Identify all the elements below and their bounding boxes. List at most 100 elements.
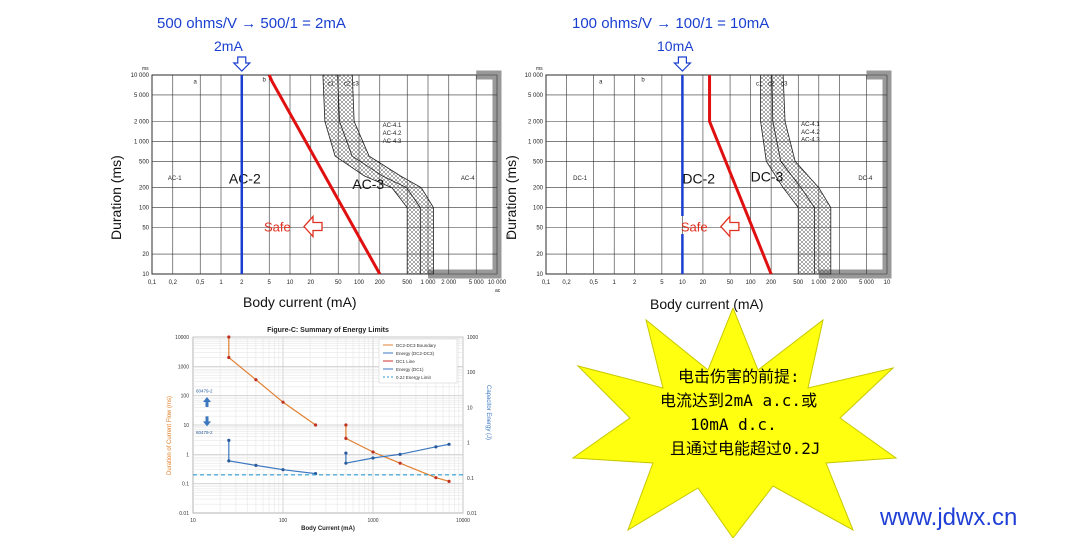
x-tick-label: 50 bbox=[727, 280, 734, 286]
x-tick-label: 0,5 bbox=[196, 280, 205, 286]
energy-point bbox=[227, 335, 231, 339]
y-tick-label: 10 000 bbox=[131, 73, 150, 79]
x-tick-label: 0,1 bbox=[148, 280, 157, 286]
y-tick-label: 20 bbox=[142, 252, 149, 258]
y-tick-label: 5 000 bbox=[528, 93, 544, 99]
x-tick-label: 5 000 bbox=[469, 280, 485, 286]
x-tick-label: 500 bbox=[793, 280, 804, 286]
x-tick-label: 5 bbox=[268, 280, 272, 286]
side-label: 60479-2 bbox=[196, 430, 213, 435]
x-tick-label: 200 bbox=[766, 280, 777, 286]
energy-y2-tick: 1000 bbox=[467, 335, 478, 341]
zone-label: AC-1 bbox=[168, 176, 182, 182]
x-tick-label: 20 bbox=[700, 280, 707, 286]
zone-letter: a bbox=[194, 79, 198, 85]
energy-y-tick: 0.1 bbox=[182, 482, 189, 488]
x-tick-label: 1 bbox=[613, 280, 617, 286]
x-tick-label: 20 bbox=[307, 280, 314, 286]
energy-point bbox=[344, 461, 348, 465]
energy-ylabel-left: Duration of Current Flow (ms) bbox=[167, 396, 173, 475]
zone-letter: b bbox=[641, 77, 645, 83]
zone-letter: c1 bbox=[328, 81, 335, 87]
dc-header: 100 ohms/V → 100/1 = 10mA bbox=[572, 15, 770, 32]
energy-x-tick: 10 bbox=[190, 518, 196, 524]
callout-line-1: 电击伤害的前提: bbox=[678, 367, 800, 386]
energy-point bbox=[227, 355, 231, 360]
x-tick-label: 200 bbox=[375, 280, 386, 286]
energy-y-tick: 0.01 bbox=[179, 511, 189, 517]
energy-point bbox=[344, 423, 348, 427]
dc-x-axis-label: Body current (mA) bbox=[650, 296, 764, 312]
y-tick-label: 2 000 bbox=[134, 119, 150, 125]
y-tick-label: 1 000 bbox=[134, 139, 150, 145]
x-tick-label: 500 bbox=[402, 280, 413, 286]
energy-y-tick: 10000 bbox=[175, 335, 189, 341]
c2-curve bbox=[771, 74, 815, 274]
energy-point bbox=[344, 436, 348, 440]
zone-letter: a bbox=[599, 79, 603, 85]
watermark: www.jdwx.cn bbox=[880, 504, 1018, 531]
energy-point bbox=[398, 452, 402, 456]
energy-xlabel: Body Current (mA) bbox=[301, 526, 355, 532]
zone-label: DC-2 bbox=[682, 171, 715, 187]
energy-point bbox=[254, 463, 258, 467]
energy-series-line bbox=[345, 425, 450, 482]
zone-letter: c2 bbox=[344, 81, 351, 87]
energy-y2-tick: 100 bbox=[467, 370, 476, 376]
ac-header: 500 ohms/V → 500/1 = 2mA bbox=[157, 15, 346, 32]
zone-letter: c3 bbox=[352, 81, 359, 87]
curve-label: AC-4.2 bbox=[801, 130, 820, 136]
c-curve-band bbox=[760, 74, 832, 275]
legend-label: DC1 Line bbox=[396, 359, 415, 364]
energy-y2-tick: 10 bbox=[467, 405, 473, 411]
energy-point bbox=[371, 456, 375, 460]
red-boundary-line bbox=[267, 74, 382, 275]
callout-starburst bbox=[571, 308, 898, 538]
x-tick-label: 100 bbox=[354, 280, 365, 286]
y-tick-label: 10 bbox=[536, 272, 543, 278]
ac-unit-label: ac bbox=[495, 288, 501, 294]
safe-label: Safe bbox=[264, 220, 291, 235]
energy-y-tick: 1 bbox=[186, 452, 189, 458]
zone-label: DC-1 bbox=[573, 176, 588, 182]
energy-point bbox=[344, 451, 348, 455]
energy-y-tick: 1000 bbox=[178, 364, 189, 370]
x-tick-label: 1 000 bbox=[420, 280, 436, 286]
energy-point bbox=[254, 378, 258, 382]
x-tick-label: 2 000 bbox=[832, 280, 848, 286]
energy-y2-tick: 0.01 bbox=[467, 511, 477, 517]
x-tick-label: 10 bbox=[679, 280, 686, 286]
curve-label: AC-4.1 bbox=[383, 123, 402, 129]
x-tick-label: 50 bbox=[335, 280, 342, 286]
energy-x-tick: 1000 bbox=[367, 518, 378, 524]
energy-point bbox=[227, 459, 231, 463]
x-tick-label: 2 000 bbox=[441, 280, 457, 286]
zone-letter: c3 bbox=[781, 81, 788, 87]
curve-label: AC-4.2 bbox=[383, 131, 402, 137]
energy-x-tick: 10000 bbox=[456, 518, 470, 524]
energy-y2-tick: 0.1 bbox=[467, 476, 474, 482]
zone-label: DC-4 bbox=[858, 176, 873, 182]
callout-line-4: 且通过电能超过0.2J bbox=[670, 439, 821, 458]
curve-label: AC-4.3 bbox=[801, 137, 820, 143]
energy-series-line bbox=[345, 443, 450, 464]
ms-unit-label: ms bbox=[142, 66, 149, 72]
marker-label: I bbox=[508, 234, 510, 241]
energy-chart: Figure-C: Summary of Energy Limits Body C… bbox=[167, 327, 491, 532]
y-tick-label: 2 000 bbox=[528, 119, 544, 125]
energy-point bbox=[371, 450, 375, 454]
energy-point bbox=[227, 438, 231, 442]
zone-letter: b bbox=[263, 77, 267, 83]
y-tick-label: 500 bbox=[533, 159, 544, 165]
y-tick-label: 5 000 bbox=[134, 93, 150, 99]
x-tick-label: 1 bbox=[219, 280, 223, 286]
legend-label: 0.2J Energy Limit bbox=[396, 375, 432, 380]
zone-label: DC-3 bbox=[751, 168, 784, 184]
energy-point bbox=[281, 400, 285, 404]
x-tick-label: 10 bbox=[884, 280, 891, 286]
safe-label: Safe bbox=[681, 220, 708, 235]
y-tick-label: 20 bbox=[536, 252, 543, 258]
up-arrow-icon bbox=[203, 397, 211, 408]
x-tick-label: 100 bbox=[746, 280, 757, 286]
